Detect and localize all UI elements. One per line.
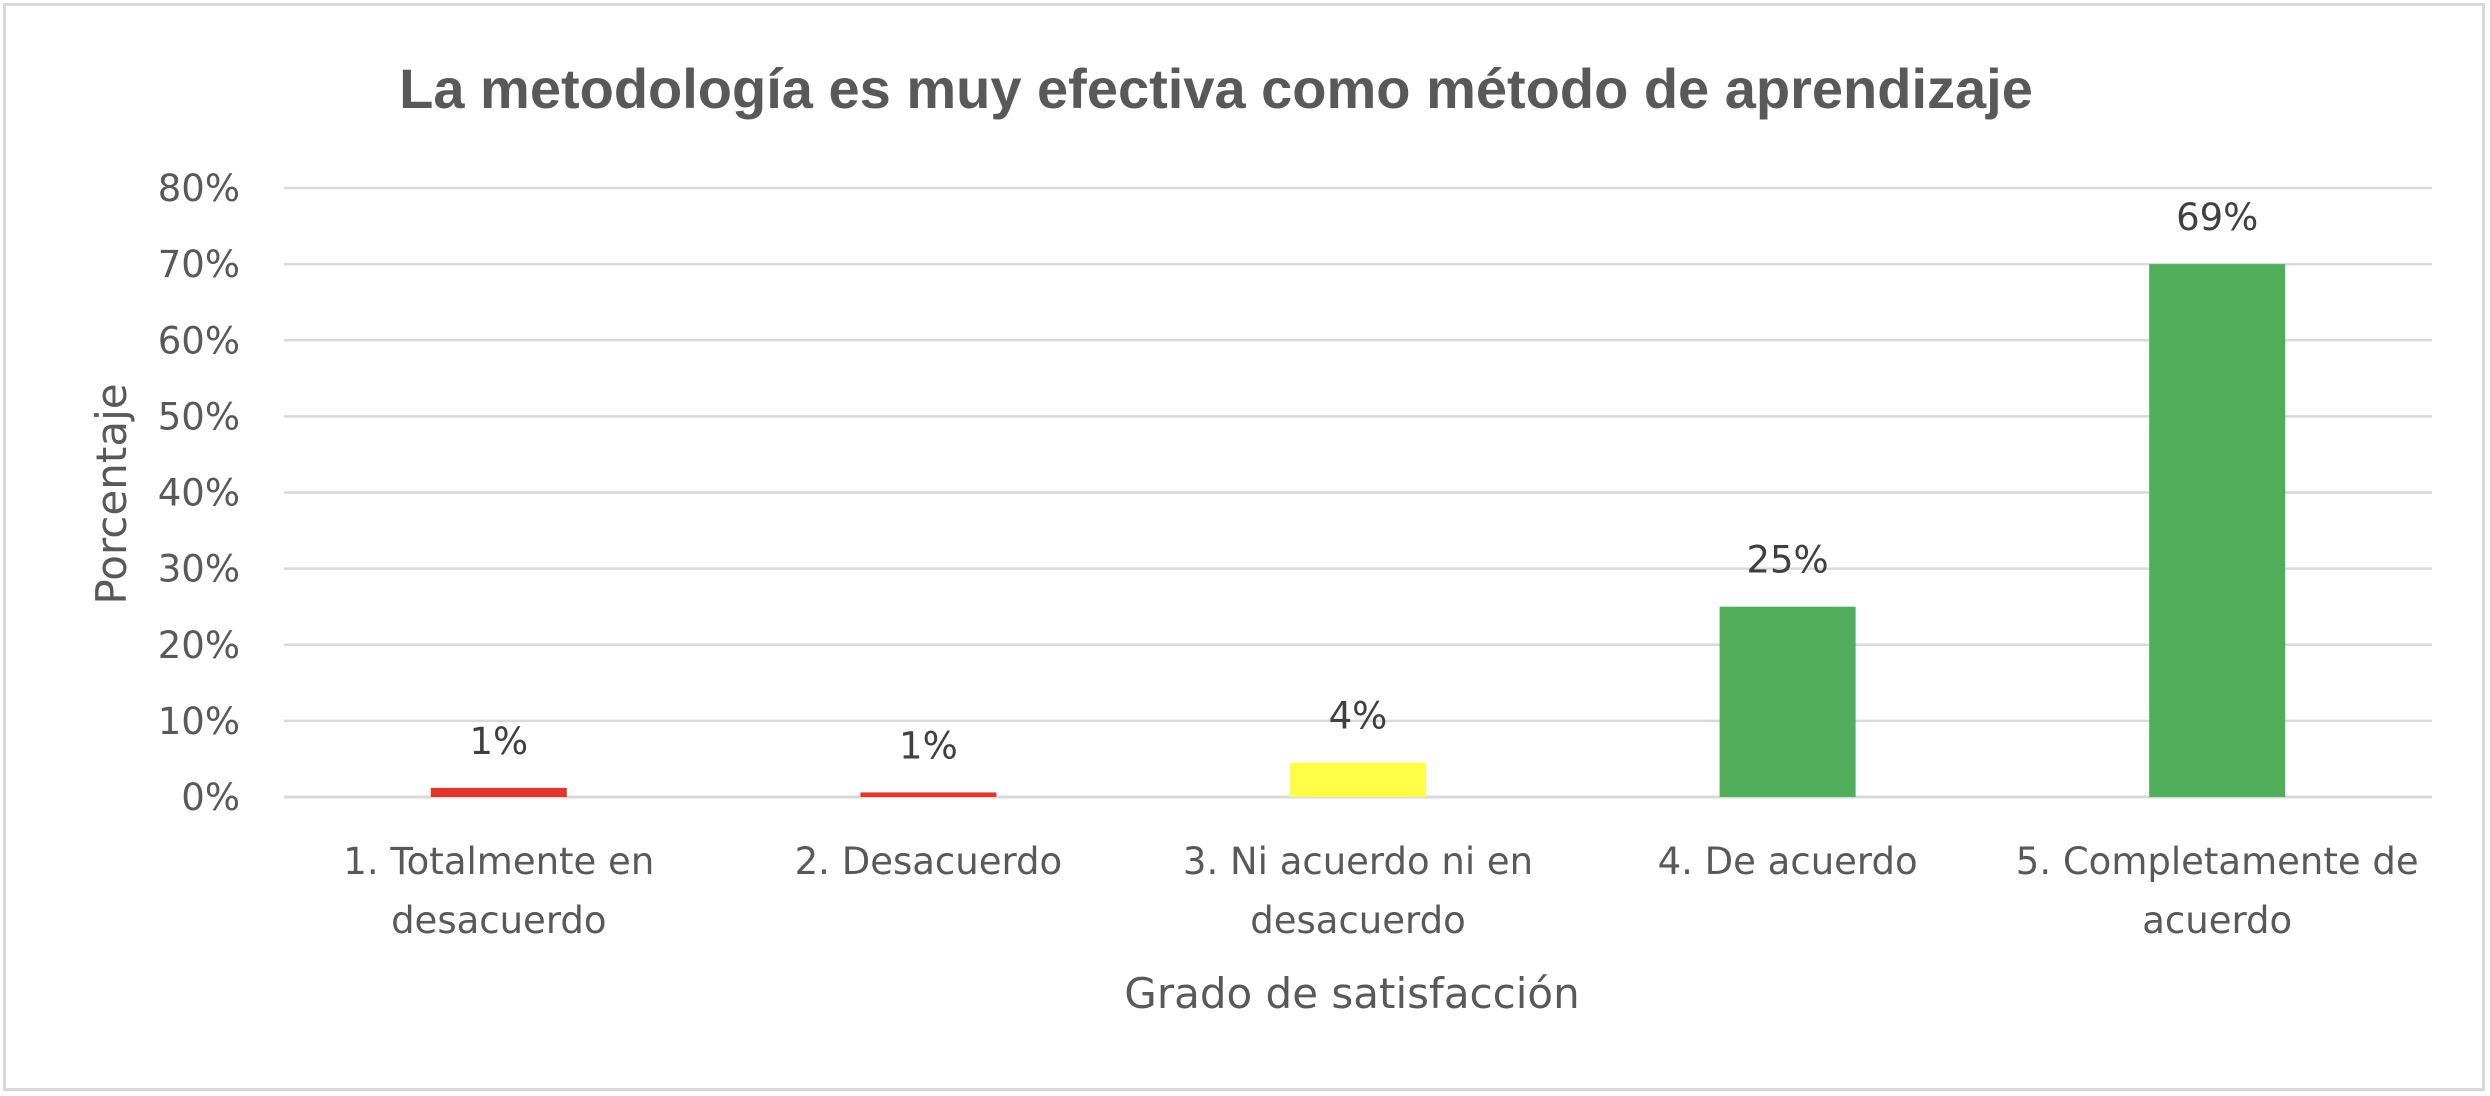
y-tick-label: 20% <box>158 624 240 667</box>
x-category-label: 3. Ni acuerdo ni en desacuerdo <box>1183 840 1533 942</box>
data-label: 1% <box>469 720 528 763</box>
y-tick-label: 80% <box>158 167 240 210</box>
bar-chart: La metodología es muy efectiva como méto… <box>87 57 2432 1018</box>
x-category-line: 4. De acuerdo <box>1658 840 1918 883</box>
x-category-line: desacuerdo <box>1250 899 1465 942</box>
x-category-line: 5. Completamente de <box>2016 840 2419 883</box>
y-axis-title: Porcentaje <box>87 383 136 604</box>
y-axis-ticks: 0% 10% 20% 30% 40% 50% 60% 70% 80% <box>158 167 240 819</box>
x-category-line: 3. Ni acuerdo ni en <box>1183 840 1533 883</box>
x-category-line: desacuerdo <box>391 899 606 942</box>
y-tick-label: 10% <box>158 700 240 743</box>
data-labels: 1% 1% 4% 25% 69% <box>469 196 2258 767</box>
gridlines <box>284 186 2432 799</box>
chart-title: La metodología es muy efectiva como méto… <box>399 57 2033 120</box>
x-category-label: 1. Totalmente en desacuerdo <box>343 840 654 942</box>
x-axis-categories: 1. Totalmente en desacuerdo 2. Desacuerdo 3… <box>343 840 2418 942</box>
data-label: 4% <box>1329 695 1388 738</box>
data-label: 25% <box>1746 539 1828 582</box>
bar <box>430 787 567 797</box>
x-category-label: 5. Completamente de acuerdo <box>2016 840 2419 942</box>
bar <box>2149 264 2286 797</box>
data-label: 1% <box>899 724 958 767</box>
bars <box>430 264 2286 797</box>
x-category-line: acuerdo <box>2142 899 2292 942</box>
data-label: 69% <box>2176 196 2258 239</box>
x-category-label: 4. De acuerdo <box>1658 840 1918 883</box>
y-tick-label: 60% <box>158 319 240 362</box>
y-tick-label: 40% <box>158 472 240 515</box>
bar <box>1719 606 1856 797</box>
y-tick-label: 50% <box>158 395 240 438</box>
x-category-line: 2. Desacuerdo <box>795 840 1063 883</box>
chart-frame: La metodología es muy efectiva como méto… <box>3 3 2485 1091</box>
x-category-line: 1. Totalmente en <box>343 840 654 883</box>
y-tick-label: 30% <box>158 548 240 591</box>
y-tick-label: 70% <box>158 243 240 286</box>
x-category-label: 2. Desacuerdo <box>795 840 1063 883</box>
bar <box>1290 762 1426 797</box>
bar <box>860 792 997 797</box>
y-tick-label: 0% <box>181 776 240 819</box>
x-axis-title: Grado de satisfacción <box>1124 969 1579 1018</box>
